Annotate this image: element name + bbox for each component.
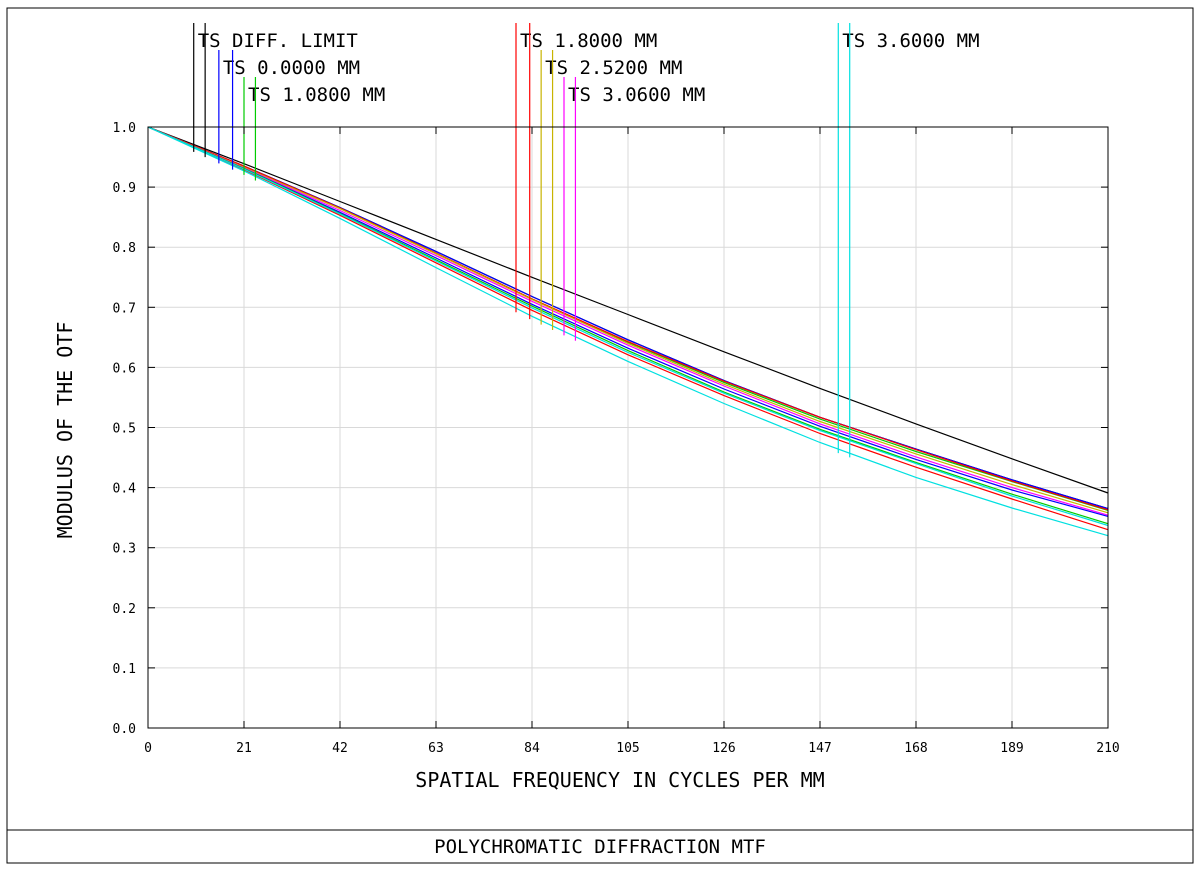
x-axis-label: SPATIAL FREQUENCY IN CYCLES PER MM	[415, 768, 824, 792]
series-line-8	[147, 126, 1109, 517]
x-tick-label: 105	[616, 741, 639, 756]
x-tick-label: 189	[1000, 741, 1023, 756]
series-line-1	[147, 126, 1109, 494]
y-tick-label: 0.8	[113, 241, 136, 256]
y-tick-label: 0.7	[113, 301, 136, 316]
chart-title: POLYCHROMATIC DIFFRACTION MTF	[434, 836, 766, 858]
y-tick-label: 0.2	[113, 602, 136, 617]
series-group	[147, 126, 1109, 537]
legend-label: TS 1.0800 MM	[248, 84, 385, 106]
legend: TS DIFF. LIMIT TS 0.0000 MM TS 1.0800 MM TS…	[193, 23, 980, 458]
x-tick-label: 126	[712, 741, 735, 756]
series-line-5	[147, 126, 1109, 511]
legend-label: TS 1.8000 MM	[520, 30, 657, 52]
series-line-11	[147, 126, 1109, 527]
legend-label: TS 3.6000 MM	[842, 30, 979, 52]
legend-label: TS DIFF. LIMIT	[198, 30, 358, 52]
y-tick-label: 0.4	[113, 482, 137, 497]
legend-label: TS 0.0000 MM	[223, 57, 360, 79]
legend-label: TS 3.0600 MM	[568, 84, 705, 106]
y-tick-label: 0.1	[113, 662, 136, 677]
y-tick-label: 0.5	[113, 422, 136, 437]
y-tick-label: 1.0	[113, 121, 136, 136]
y-tick-label: 0.6	[113, 361, 136, 376]
x-tick-label: 42	[332, 741, 348, 756]
x-tick-label: 84	[524, 741, 540, 756]
x-tick-label: 168	[904, 741, 927, 756]
legend-label: TS 2.5200 MM	[545, 57, 682, 79]
y-tick-label: 0.3	[113, 542, 136, 557]
x-tick-label: 147	[808, 741, 831, 756]
series-line-10	[147, 126, 1109, 531]
series-line-7	[147, 126, 1109, 516]
outer-frame	[6, 7, 1194, 864]
y-tick-label: 0.0	[113, 722, 136, 737]
series-line-12	[147, 126, 1109, 537]
axes: 0 21 42 63 84 105 126 147 168 189 210 0.0 0.1 0.2 0.3 0…	[113, 121, 1120, 756]
x-tick-label: 210	[1096, 741, 1119, 756]
series-line-6	[147, 126, 1109, 514]
y-axis-label: MODULUS OF THE OTF	[53, 322, 77, 539]
x-tick-label: 21	[236, 741, 252, 756]
x-tick-label: 0	[144, 741, 152, 756]
y-tick-label: 0.9	[113, 181, 136, 196]
x-tick-label: 63	[428, 741, 444, 756]
